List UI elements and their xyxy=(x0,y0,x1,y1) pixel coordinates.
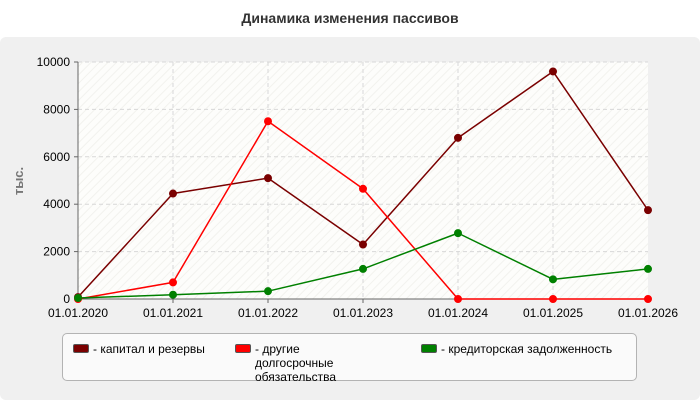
data-point-1[interactable] xyxy=(264,117,272,126)
data-point-2[interactable] xyxy=(644,264,652,273)
data-point-1[interactable] xyxy=(644,295,652,303)
x-tick-label: 01.01.2025 xyxy=(523,306,583,320)
data-point-2[interactable] xyxy=(74,294,82,303)
x-tick-label: 01.01.2026 xyxy=(618,306,678,320)
data-point-0[interactable] xyxy=(644,206,652,215)
data-point-0[interactable] xyxy=(169,189,177,198)
legend-label-longterm: - другие долгосрочные обязательства xyxy=(255,342,336,384)
legend: - капитал и резервы - другие долгосрочны… xyxy=(62,333,637,384)
legend-label-capital: - капитал и резервы xyxy=(93,342,205,356)
y-tick-label: 4000 xyxy=(43,197,70,211)
data-point-2[interactable] xyxy=(169,290,177,299)
data-point-2[interactable] xyxy=(359,264,367,273)
data-point-0[interactable] xyxy=(549,67,557,76)
data-point-0[interactable] xyxy=(264,174,272,183)
data-point-1[interactable] xyxy=(169,278,177,287)
y-tick-label: 0 xyxy=(63,292,70,306)
x-tick-label: 01.01.2023 xyxy=(333,306,393,320)
data-point-2[interactable] xyxy=(454,229,462,238)
data-point-1[interactable] xyxy=(359,184,367,193)
data-point-0[interactable] xyxy=(454,133,462,142)
y-tick-label: 10000 xyxy=(37,55,71,69)
y-tick-label: 8000 xyxy=(43,102,70,116)
chart-title: Динамика изменения пассивов xyxy=(241,10,459,26)
y-tick-label: 2000 xyxy=(43,245,70,259)
legend-label-payables: - кредиторская задолженность xyxy=(441,342,613,356)
legend-swatch-longterm xyxy=(235,344,251,353)
data-point-2[interactable] xyxy=(264,287,272,296)
data-point-0[interactable] xyxy=(359,240,367,249)
x-tick-label: 01.01.2021 xyxy=(143,306,203,320)
x-tick-label: 01.01.2020 xyxy=(48,306,108,320)
legend-swatch-capital xyxy=(73,344,89,353)
y-tick-label: 6000 xyxy=(43,150,70,164)
x-tick-label: 01.01.2022 xyxy=(238,306,298,320)
y-axis-label: тыс. xyxy=(11,167,26,195)
x-tick-label: 01.01.2024 xyxy=(428,306,488,320)
legend-swatch-payables xyxy=(421,344,437,353)
data-point-2[interactable] xyxy=(549,275,557,284)
data-point-1[interactable] xyxy=(454,295,462,303)
data-point-1[interactable] xyxy=(549,295,557,303)
